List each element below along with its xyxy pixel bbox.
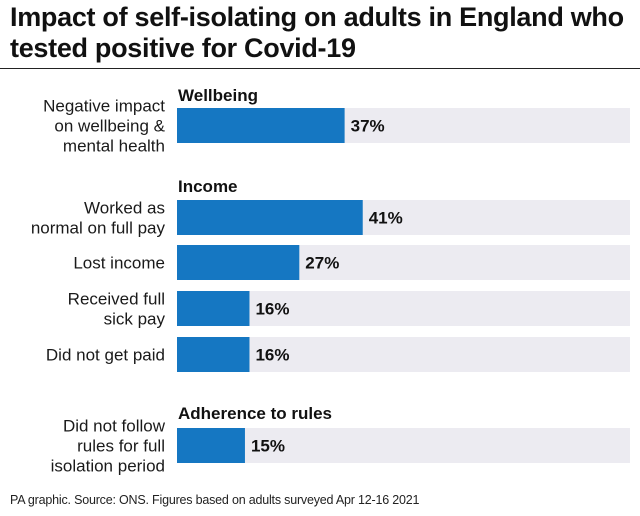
- category-label: Lost income: [73, 254, 165, 273]
- value-label: 37%: [351, 117, 385, 136]
- value-label: 16%: [255, 300, 289, 319]
- bar: [177, 291, 250, 326]
- value-label: 15%: [251, 437, 285, 456]
- category-label: on wellbeing &: [54, 117, 165, 136]
- category-label: Worked as: [84, 199, 165, 218]
- category-label: normal on full pay: [31, 219, 166, 238]
- bar-track: [177, 337, 630, 372]
- bar-track: [177, 428, 630, 463]
- bar: [177, 245, 300, 280]
- category-label: Negative impact: [43, 97, 165, 116]
- category-label: rules for full: [77, 437, 165, 456]
- category-label: Received full: [68, 290, 165, 309]
- section-label: Income: [178, 177, 238, 196]
- bar-track: [177, 291, 630, 326]
- category-label: sick pay: [104, 310, 166, 329]
- title-divider: [0, 68, 640, 69]
- section-label: Wellbeing: [178, 86, 258, 105]
- bar: [177, 200, 363, 235]
- category-label: mental health: [63, 137, 165, 156]
- category-label: isolation period: [51, 457, 165, 476]
- value-label: 16%: [255, 346, 289, 365]
- source-footer: PA graphic. Source: ONS. Figures based o…: [10, 493, 420, 507]
- section-label: Adherence to rules: [178, 404, 332, 423]
- chart-title: Impact of self-isolating on adults in En…: [10, 2, 624, 63]
- value-label: 41%: [369, 209, 403, 228]
- bar: [177, 428, 245, 463]
- category-label: Did not follow: [63, 417, 166, 436]
- category-label: Did not get paid: [46, 346, 165, 365]
- bar: [177, 108, 345, 143]
- value-label: 27%: [305, 254, 339, 273]
- bar: [177, 337, 250, 372]
